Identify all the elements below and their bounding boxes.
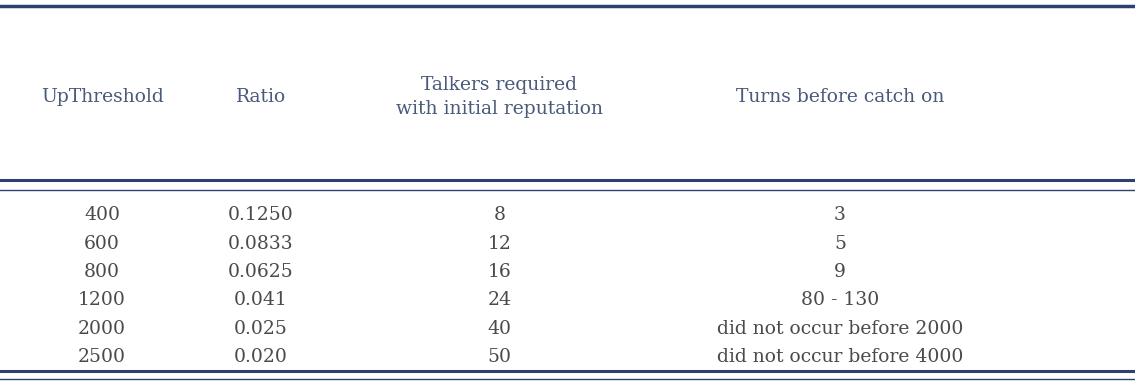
Text: 600: 600 — [84, 235, 120, 253]
Text: Ratio: Ratio — [236, 88, 286, 106]
Text: 0.041: 0.041 — [234, 291, 288, 309]
Text: 0.1250: 0.1250 — [228, 206, 294, 224]
Text: 1200: 1200 — [78, 291, 126, 309]
Text: 2000: 2000 — [78, 320, 126, 338]
Text: Turns before catch on: Turns before catch on — [735, 88, 944, 106]
Text: 80 - 130: 80 - 130 — [801, 291, 878, 309]
Text: 800: 800 — [84, 263, 120, 281]
Text: 0.0625: 0.0625 — [228, 263, 294, 281]
Text: 400: 400 — [84, 206, 120, 224]
Text: 16: 16 — [488, 263, 511, 281]
Text: did not occur before 4000: did not occur before 4000 — [716, 348, 964, 366]
Text: Talkers required
with initial reputation: Talkers required with initial reputation — [396, 76, 603, 118]
Text: 0.025: 0.025 — [234, 320, 288, 338]
Text: 3: 3 — [834, 206, 846, 224]
Text: 8: 8 — [494, 206, 505, 224]
Text: 40: 40 — [487, 320, 512, 338]
Text: 0.0833: 0.0833 — [228, 235, 294, 253]
Text: 12: 12 — [487, 235, 512, 253]
Text: 9: 9 — [834, 263, 846, 281]
Text: did not occur before 2000: did not occur before 2000 — [716, 320, 964, 338]
Text: 50: 50 — [487, 348, 512, 366]
Text: 2500: 2500 — [78, 348, 126, 366]
Text: UpThreshold: UpThreshold — [41, 88, 163, 106]
Text: 5: 5 — [834, 235, 846, 253]
Text: 0.020: 0.020 — [234, 348, 288, 366]
Text: 24: 24 — [487, 291, 512, 309]
